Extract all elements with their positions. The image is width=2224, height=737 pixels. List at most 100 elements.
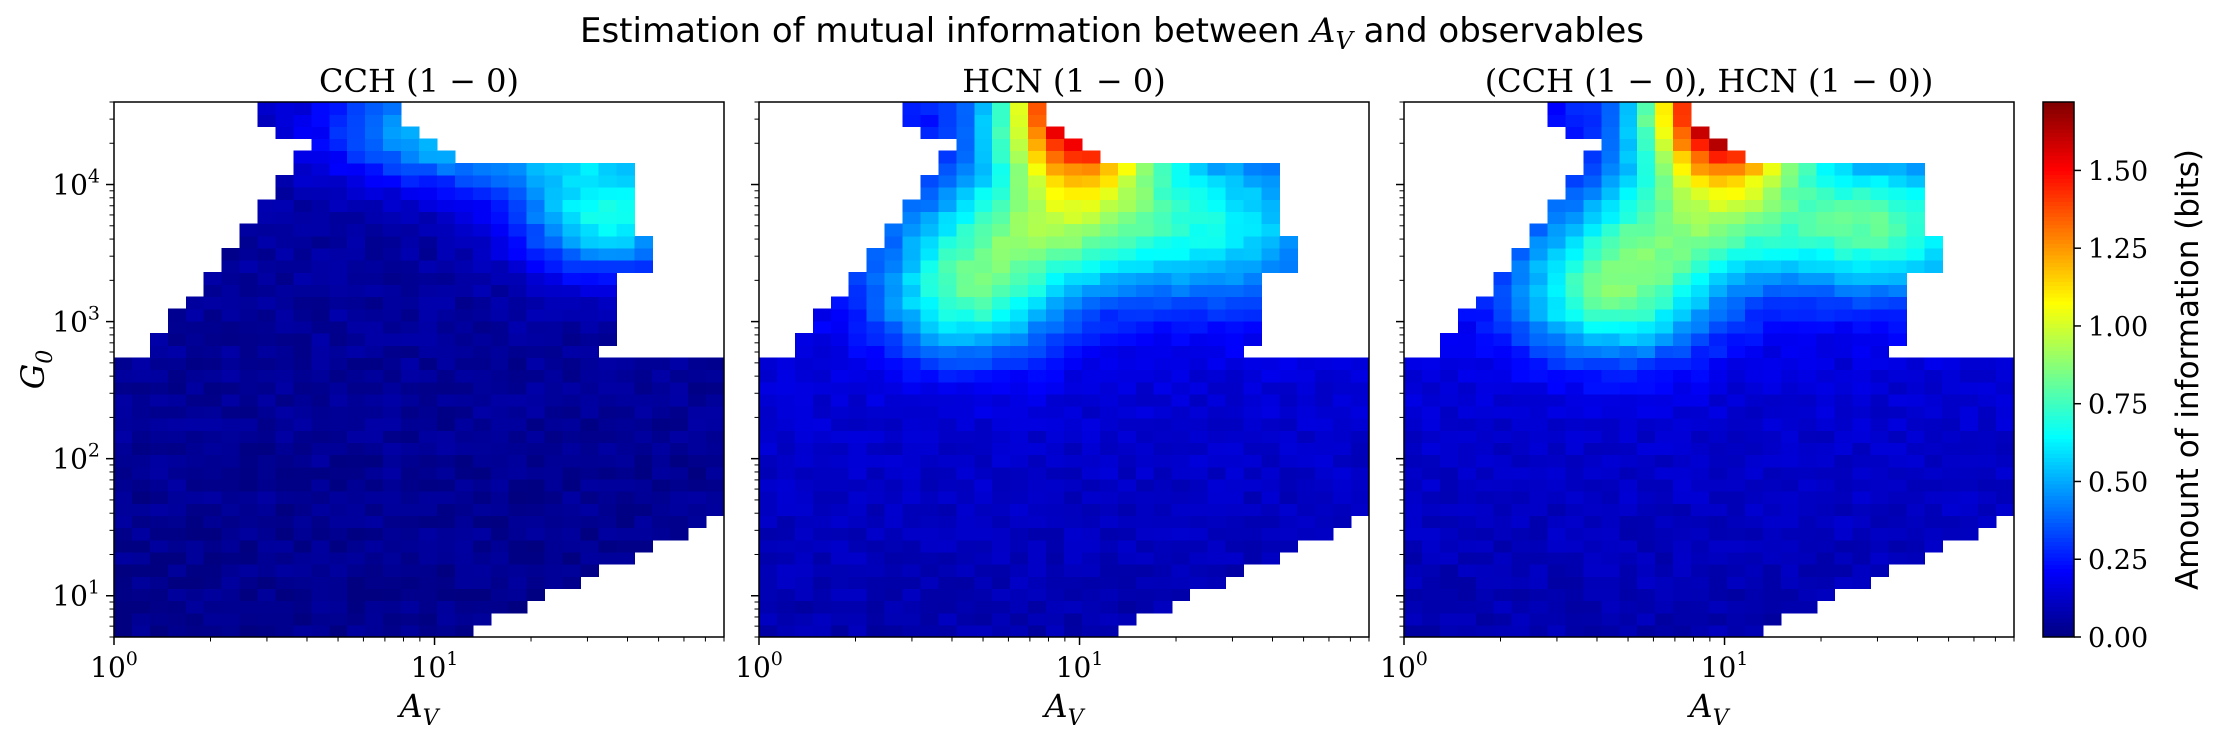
heatmap-cell (1081, 612, 1101, 626)
heatmap-cell (1924, 418, 1943, 431)
heatmap-cell (920, 551, 940, 565)
heatmap-cell (508, 588, 528, 602)
heatmap-cell (1064, 551, 1083, 565)
heatmap-cell (1655, 150, 1674, 164)
heatmap-cell (1726, 199, 1746, 213)
colorbar-step (2043, 549, 2074, 554)
heatmap-cell (1099, 612, 1119, 626)
heatmap-cell (347, 612, 366, 626)
heatmap-cell (598, 393, 617, 407)
heatmap-cell (1439, 600, 1459, 614)
heatmap-cell (275, 187, 295, 200)
heatmap-cell (257, 284, 277, 298)
heatmap-cell (365, 235, 384, 249)
heatmap-cell (884, 478, 904, 492)
heatmap-cell (652, 418, 671, 431)
heatmap-cell (1816, 491, 1836, 504)
heatmap-cell (956, 357, 975, 371)
heatmap-cell (1709, 564, 1728, 577)
heatmap-cell (1010, 576, 1029, 589)
heatmap-cell (490, 320, 510, 334)
heatmap-cell (956, 369, 975, 383)
colorbar-step (2043, 465, 2074, 470)
heatmap-cell (1207, 247, 1227, 261)
heatmap-cell (598, 174, 617, 188)
heatmap-cell (1709, 381, 1728, 395)
heatmap-cell (1852, 393, 1872, 407)
heatmap-cell (776, 612, 796, 626)
heatmap-cell (1619, 612, 1638, 626)
heatmap-cell (776, 442, 796, 456)
heatmap-cell (329, 272, 348, 285)
heatmap-cell (830, 333, 850, 346)
heatmap-cell (1942, 442, 1961, 456)
heatmap-cell (472, 612, 492, 626)
heatmap-cell (670, 418, 689, 431)
heatmap-cell (848, 308, 868, 322)
heatmap-cell (1081, 527, 1101, 541)
heatmap-cell (1028, 576, 1047, 589)
heatmap-cell (311, 478, 330, 492)
heatmap-cell (221, 369, 241, 383)
heatmap-cell (812, 576, 832, 589)
heatmap-cell (956, 564, 975, 577)
heatmap-cell (419, 527, 438, 541)
heatmap-cell (580, 466, 600, 480)
heatmap-cell (902, 333, 922, 346)
heatmap-cell (1565, 102, 1585, 115)
heatmap-cell (848, 284, 868, 298)
heatmap-cell (383, 247, 402, 261)
heatmap-cell (454, 588, 474, 602)
heatmap-cell (1583, 600, 1602, 614)
heatmap-cell (598, 503, 617, 517)
heatmap-cell (1655, 211, 1674, 225)
heatmap-cell (1046, 260, 1065, 273)
heatmap-cell (1153, 454, 1173, 468)
heatmap-cell (1439, 466, 1459, 480)
heatmap-cell (1010, 223, 1029, 237)
heatmap-cell (508, 345, 528, 358)
heatmap-cell (562, 369, 582, 383)
heatmap-cell (257, 454, 277, 468)
heatmap-cell (203, 466, 223, 480)
heatmap-cell (580, 345, 600, 358)
heatmap-cell (1135, 333, 1155, 346)
heatmap-cell (1153, 162, 1173, 176)
heatmap-cell (1081, 442, 1101, 456)
heatmap-cell (490, 418, 510, 431)
heatmap-cell (812, 345, 832, 358)
heatmap-cell (401, 296, 420, 310)
heatmap-cell (1942, 369, 1961, 383)
heatmap-cell (652, 466, 671, 480)
heatmap-cell (1798, 199, 1818, 213)
heatmap-cell (1404, 491, 1423, 504)
heatmap-cell (1583, 503, 1602, 517)
heatmap-cell (776, 381, 796, 395)
heatmap-cell (1529, 515, 1549, 529)
heatmap-cell (311, 405, 330, 419)
heatmap-cell (1315, 442, 1334, 456)
heatmap-cell (580, 162, 600, 176)
heatmap-cell (1333, 491, 1352, 504)
heatmap-cell (1243, 260, 1262, 273)
heatmap-cell (1117, 612, 1137, 626)
heatmap-cell (616, 357, 635, 371)
heatmap-cell (1171, 381, 1191, 395)
colorbar-step (2043, 251, 2074, 256)
heatmap-cell (866, 478, 886, 492)
heatmap-cell (1709, 442, 1728, 456)
heatmap-cell (239, 272, 259, 285)
heatmap-cell (1153, 539, 1173, 553)
heatmap-cell (616, 187, 635, 200)
colorbar-step (2043, 262, 2074, 267)
heatmap-cell (866, 515, 886, 529)
heatmap-cell (1583, 102, 1602, 115)
colorbar-step (2043, 308, 2074, 313)
heatmap-cell (1691, 466, 1710, 480)
heatmap-cell (1171, 296, 1191, 310)
heatmap-cell (1709, 296, 1728, 310)
heatmap-cell (1726, 405, 1746, 419)
heatmap-cell (526, 223, 546, 237)
heatmap-cell (1762, 393, 1782, 407)
heatmap-cell (454, 430, 474, 444)
